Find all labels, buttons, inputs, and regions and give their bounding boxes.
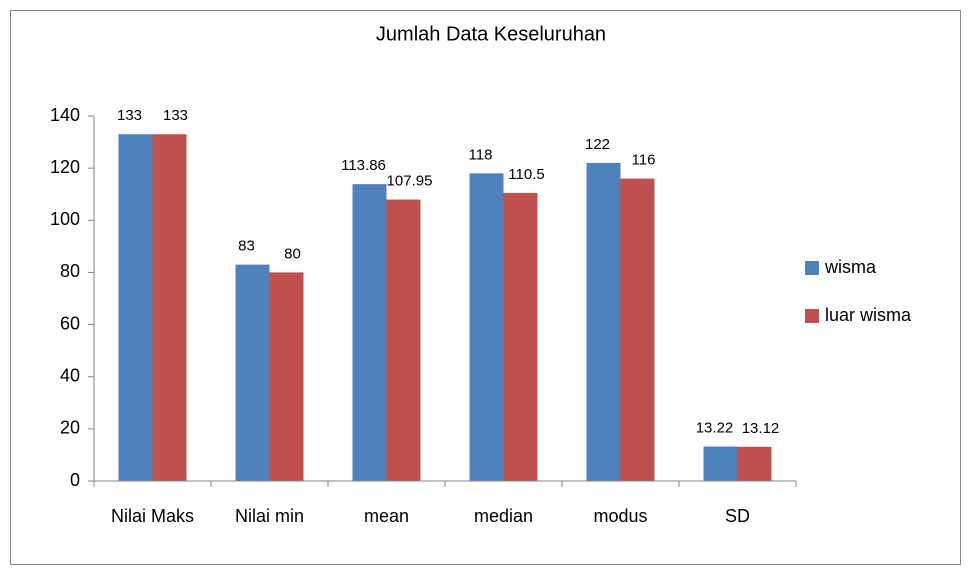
bar — [352, 184, 387, 482]
x-tick-label: SD — [725, 506, 750, 526]
data-label: 122 — [585, 136, 610, 153]
x-tick-label: Nilai min — [235, 506, 304, 526]
y-tick-label: 80 — [60, 261, 80, 281]
bar — [118, 134, 153, 481]
bar — [386, 199, 421, 481]
y-tick-label: 60 — [60, 313, 80, 333]
data-label: 83 — [238, 238, 255, 255]
data-label: 110.5 — [508, 166, 544, 183]
x-tick-label: Nilai Maks — [111, 506, 194, 526]
legend-label: wisma — [824, 257, 877, 277]
bar — [235, 264, 270, 481]
y-tick-label: 20 — [60, 418, 80, 438]
y-tick-label: 120 — [50, 157, 80, 177]
legend-label: luar wisma — [825, 305, 912, 325]
bar — [620, 178, 655, 482]
data-label: 118 — [469, 146, 493, 163]
data-label: 13.22 — [696, 420, 734, 437]
data-label: 13.12 — [742, 420, 780, 437]
bar — [152, 134, 187, 481]
data-label: 80 — [284, 245, 301, 262]
y-tick-label: 100 — [50, 209, 80, 229]
data-label: 113.86 — [341, 157, 386, 174]
bar — [737, 446, 772, 481]
x-tick-label: modus — [593, 506, 647, 526]
bar — [503, 192, 538, 482]
y-tick-label: 40 — [60, 365, 80, 385]
data-label: 133 — [117, 107, 142, 124]
data-label: 116 — [632, 152, 656, 169]
bar — [703, 446, 738, 481]
legend-swatch — [805, 309, 819, 323]
y-tick-label: 0 — [70, 470, 80, 490]
bar — [586, 162, 621, 481]
bar — [469, 173, 504, 481]
bar — [269, 272, 304, 481]
data-label: 133 — [163, 107, 188, 124]
chart-title: Jumlah Data Keseluruhan — [376, 23, 606, 45]
x-tick-label: median — [474, 506, 533, 526]
y-tick-label: 140 — [50, 105, 80, 125]
data-label: 107.95 — [387, 173, 433, 190]
legend-swatch — [805, 261, 819, 275]
x-tick-label: mean — [364, 506, 409, 526]
